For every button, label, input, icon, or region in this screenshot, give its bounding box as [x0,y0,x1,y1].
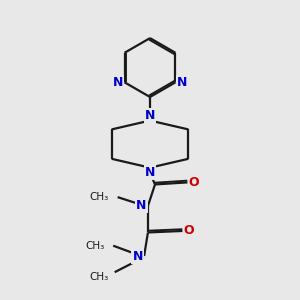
Text: N: N [145,109,155,122]
Text: O: O [189,176,199,189]
Text: CH₃: CH₃ [85,241,104,251]
Text: N: N [145,167,155,179]
Text: N: N [136,200,147,212]
Text: N: N [132,250,143,262]
Text: O: O [184,224,194,238]
Text: N: N [177,76,187,89]
Text: CH₃: CH₃ [89,192,109,202]
Text: N: N [113,76,123,89]
Text: CH₃: CH₃ [89,272,109,282]
